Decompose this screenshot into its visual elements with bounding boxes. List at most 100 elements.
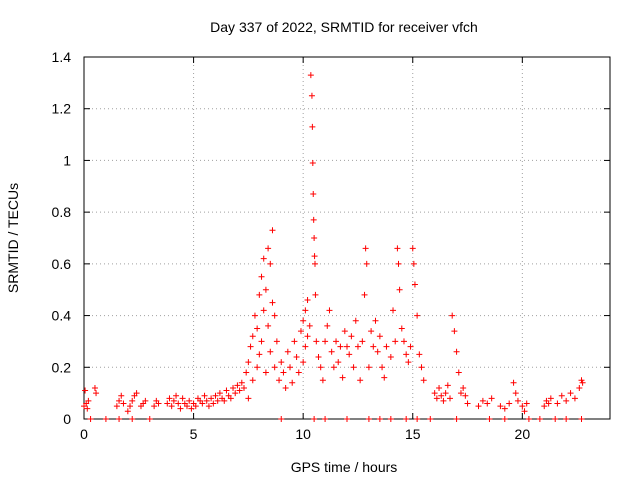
- data-point: [302, 343, 309, 350]
- data-point: [238, 379, 245, 386]
- data-point: [87, 416, 94, 422]
- data-point: [409, 245, 416, 252]
- data-point: [236, 387, 243, 394]
- data-point: [359, 338, 366, 345]
- data-point: [265, 322, 272, 329]
- y-tick-label: 1.2: [52, 101, 72, 117]
- data-point: [186, 397, 193, 404]
- data-point: [436, 384, 443, 391]
- data-point: [525, 416, 532, 422]
- data-point: [293, 353, 300, 360]
- data-point: [346, 351, 353, 358]
- data-point: [396, 286, 403, 293]
- data-point: [486, 416, 493, 422]
- data-point: [315, 353, 322, 360]
- data-point: [308, 92, 315, 99]
- data-point: [245, 359, 252, 366]
- data-point: [258, 338, 265, 345]
- data-point: [363, 260, 370, 267]
- data-point: [173, 392, 180, 399]
- data-point: [310, 191, 317, 198]
- data-point: [306, 322, 313, 329]
- data-point: [254, 364, 261, 371]
- data-points: [81, 72, 586, 422]
- data-point: [497, 403, 504, 410]
- data-point: [276, 377, 283, 384]
- data-point: [247, 343, 254, 350]
- y-axis-label: SRMTID / TECUs: [5, 183, 21, 293]
- data-point: [243, 369, 250, 376]
- data-point: [326, 307, 333, 314]
- data-point: [262, 369, 269, 376]
- data-point: [339, 374, 346, 381]
- data-point: [453, 416, 460, 422]
- data-point: [300, 317, 307, 324]
- data-point: [475, 403, 482, 410]
- data-point: [394, 245, 401, 252]
- data-point: [403, 416, 410, 422]
- data-point: [91, 384, 98, 391]
- y-tick-label: 1: [63, 152, 71, 168]
- data-point: [208, 395, 215, 402]
- data-point: [168, 403, 175, 410]
- data-point: [398, 325, 405, 332]
- data-point: [418, 364, 425, 371]
- data-point: [563, 416, 570, 422]
- data-point: [547, 395, 554, 402]
- data-point: [312, 260, 319, 267]
- data-point: [357, 377, 364, 384]
- y-tick-label: 0.8: [52, 204, 72, 220]
- data-point: [82, 387, 89, 394]
- data-point: [361, 291, 368, 298]
- data-point: [127, 403, 134, 410]
- data-point: [521, 408, 528, 415]
- y-tick-label: 0.6: [52, 256, 72, 272]
- data-point: [337, 343, 344, 350]
- data-point: [120, 400, 127, 407]
- data-point: [284, 348, 291, 355]
- data-point: [179, 395, 186, 402]
- data-point: [395, 260, 402, 267]
- data-point: [344, 343, 350, 350]
- x-tick-label: 15: [405, 426, 421, 442]
- data-point: [309, 160, 316, 167]
- data-point: [201, 392, 208, 399]
- data-point: [267, 260, 274, 267]
- data-point: [411, 281, 418, 288]
- data-point: [155, 400, 162, 407]
- data-point: [85, 397, 92, 404]
- data-point: [579, 379, 586, 386]
- data-point: [129, 416, 136, 422]
- data-point: [407, 343, 414, 350]
- data-point: [260, 255, 267, 262]
- data-point: [365, 364, 372, 371]
- data-point: [304, 333, 311, 340]
- data-point: [188, 405, 195, 412]
- data-point: [258, 273, 265, 280]
- data-point: [307, 72, 314, 79]
- data-point: [256, 351, 263, 358]
- data-point: [269, 227, 276, 234]
- data-point: [368, 328, 375, 335]
- data-point: [265, 245, 272, 252]
- data-point: [447, 395, 454, 402]
- data-point: [554, 400, 561, 407]
- data-point: [133, 390, 140, 397]
- data-point: [124, 408, 131, 415]
- data-point: [175, 400, 182, 407]
- data-point: [354, 343, 361, 350]
- data-point: [381, 374, 388, 381]
- data-point: [312, 291, 319, 298]
- data-point: [510, 379, 517, 386]
- data-point: [311, 235, 318, 241]
- data-point: [203, 397, 210, 404]
- data-point: [310, 216, 317, 223]
- data-point: [300, 359, 307, 366]
- data-point: [102, 416, 109, 422]
- data-point: [240, 384, 247, 391]
- data-point: [405, 359, 412, 366]
- data-point: [578, 416, 585, 422]
- data-point: [287, 364, 294, 371]
- data-point: [278, 416, 285, 422]
